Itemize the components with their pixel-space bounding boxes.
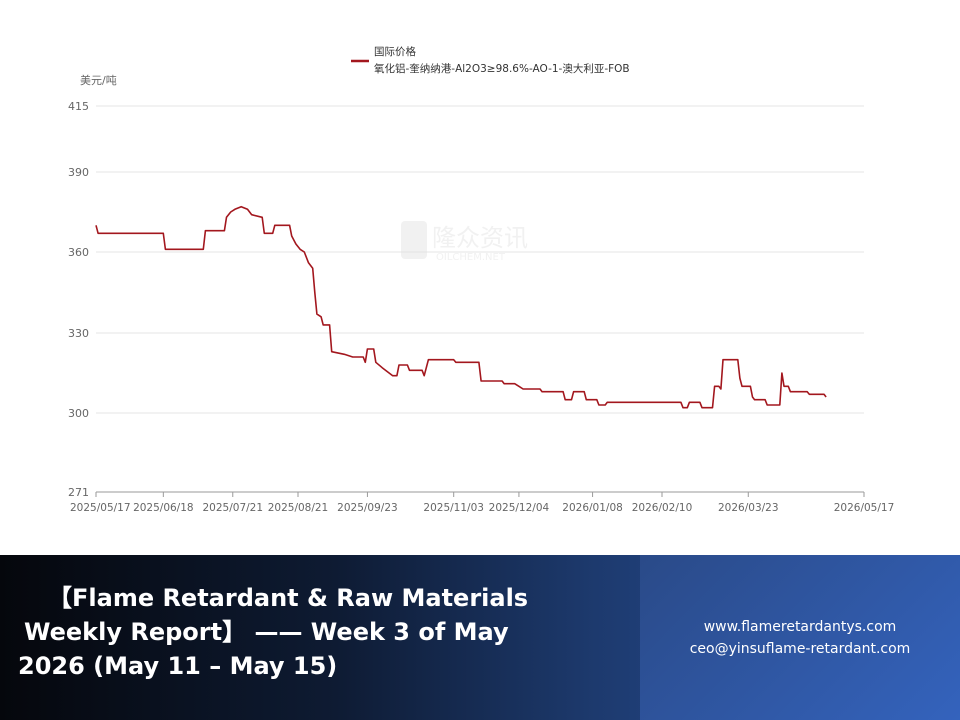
- report-title-line-2: Weekly Report】 —— Week 3 of May: [24, 618, 509, 646]
- contact-panel: [640, 555, 960, 720]
- x-tick-label: 2025/12/04: [489, 502, 550, 514]
- report-title-line-3: 2026 (May 11 – May 15): [18, 652, 338, 680]
- email-link[interactable]: ceo@yinsuflame-retardant.com: [689, 641, 911, 657]
- y-axis-ticks: 271 300 330 360 390 415: [68, 100, 89, 499]
- x-tick-label: 2025/09/23: [337, 502, 398, 514]
- y-axis-unit: 美元/吨: [80, 74, 117, 87]
- x-tick-label: 2025/11/03: [423, 502, 484, 514]
- grid-lines: [96, 105, 864, 414]
- x-tick-label: 2025/06/18: [133, 502, 194, 514]
- x-tick-label: 2025/05/17: [70, 502, 131, 514]
- contact-info: www.flameretardantys.com ceo@yinsuflame-…: [640, 616, 960, 660]
- y-tick-label: 415: [68, 100, 89, 113]
- y-tick-label: 271: [68, 486, 89, 499]
- y-tick-label: 390: [68, 166, 89, 179]
- legend: 国际价格 氧化铝-奎纳纳港-Al2O3≥98.6%-AO-1-澳大利亚-FOB: [351, 45, 630, 75]
- x-tick-label: 2026/01/08: [562, 502, 623, 514]
- x-tick-label: 2025/07/21: [203, 502, 264, 514]
- y-tick-label: 330: [68, 327, 89, 340]
- x-axis-ticks: 2025/05/17 2025/06/18 2025/07/21 2025/08/21…: [70, 492, 894, 514]
- website-link[interactable]: www.flameretardantys.com: [703, 619, 897, 635]
- watermark-brand: 隆众资讯: [432, 224, 528, 252]
- watermark-domain: OILCHEM.NET: [436, 252, 506, 263]
- x-tick-label: 2026/03/23: [718, 502, 779, 514]
- x-tick-label: 2026/02/10: [632, 502, 693, 514]
- series-line-alumina-fob: [95, 205, 827, 409]
- x-tick-label: 2026/05/17: [834, 502, 895, 514]
- x-tick-label: 2025/08/21: [268, 502, 329, 514]
- y-tick-label: 360: [68, 246, 89, 259]
- chart-area: 隆众资讯 OILCHEM.NET 271 300 330 360 390 415 2025…: [68, 45, 895, 514]
- legend-group-label: 国际价格: [374, 45, 416, 58]
- y-tick-label: 300: [68, 407, 89, 420]
- report-banner: 【Flame Retardant & Raw Materials Weekly …: [0, 555, 960, 720]
- watermark-logo-icon: [401, 221, 427, 259]
- watermark: 隆众资讯 OILCHEM.NET: [401, 221, 528, 263]
- legend-series-name: 氧化铝-奎纳纳港-Al2O3≥98.6%-AO-1-澳大利亚-FOB: [374, 62, 630, 75]
- report-title: 【Flame Retardant & Raw Materials Weekly …: [18, 581, 618, 683]
- report-title-line-1: 【Flame Retardant & Raw Materials: [48, 584, 529, 612]
- price-chart: 隆众资讯 OILCHEM.NET 271 300 330 360 390 415 2025…: [68, 45, 894, 514]
